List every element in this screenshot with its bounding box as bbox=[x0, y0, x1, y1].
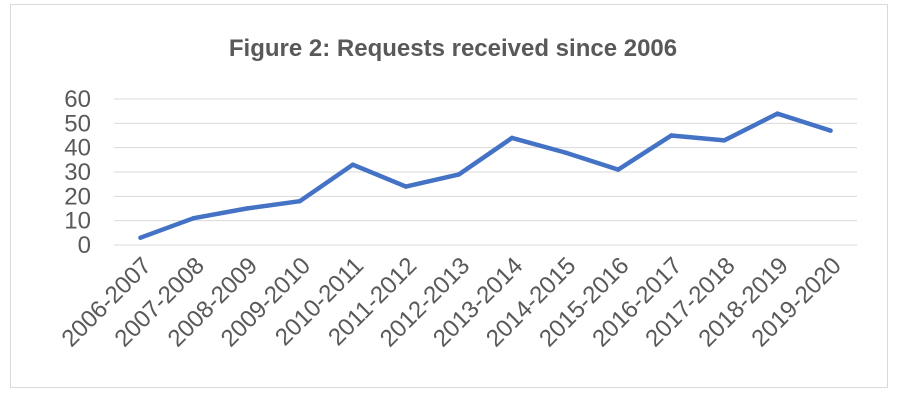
data-point bbox=[191, 216, 196, 221]
data-point bbox=[138, 235, 143, 240]
data-point bbox=[775, 111, 780, 116]
series-line bbox=[138, 111, 833, 240]
x-axis-tick-labels: 2006-20072007-20082008-20092009-20102010… bbox=[57, 252, 847, 352]
y-tick-label: 0 bbox=[78, 232, 91, 259]
data-point bbox=[509, 135, 515, 141]
chart-title: Figure 2: Requests received since 2006 bbox=[229, 35, 677, 62]
y-tick-label: 30 bbox=[64, 159, 91, 186]
data-point bbox=[615, 167, 621, 172]
y-tick-label: 20 bbox=[64, 183, 91, 210]
data-point bbox=[828, 128, 833, 133]
gridlines bbox=[114, 98, 857, 246]
data-point bbox=[669, 133, 674, 138]
y-tick-label: 50 bbox=[64, 110, 91, 137]
data-point bbox=[456, 172, 462, 177]
data-point bbox=[350, 162, 356, 167]
data-point bbox=[562, 150, 568, 155]
series-layer bbox=[138, 111, 833, 240]
data-point bbox=[297, 199, 302, 204]
y-tick-label: 40 bbox=[64, 135, 91, 162]
y-tick-label: 60 bbox=[64, 86, 91, 113]
data-point bbox=[244, 206, 249, 211]
y-tick-label: 10 bbox=[64, 208, 91, 235]
data-point bbox=[722, 138, 727, 143]
data-point bbox=[403, 184, 409, 189]
